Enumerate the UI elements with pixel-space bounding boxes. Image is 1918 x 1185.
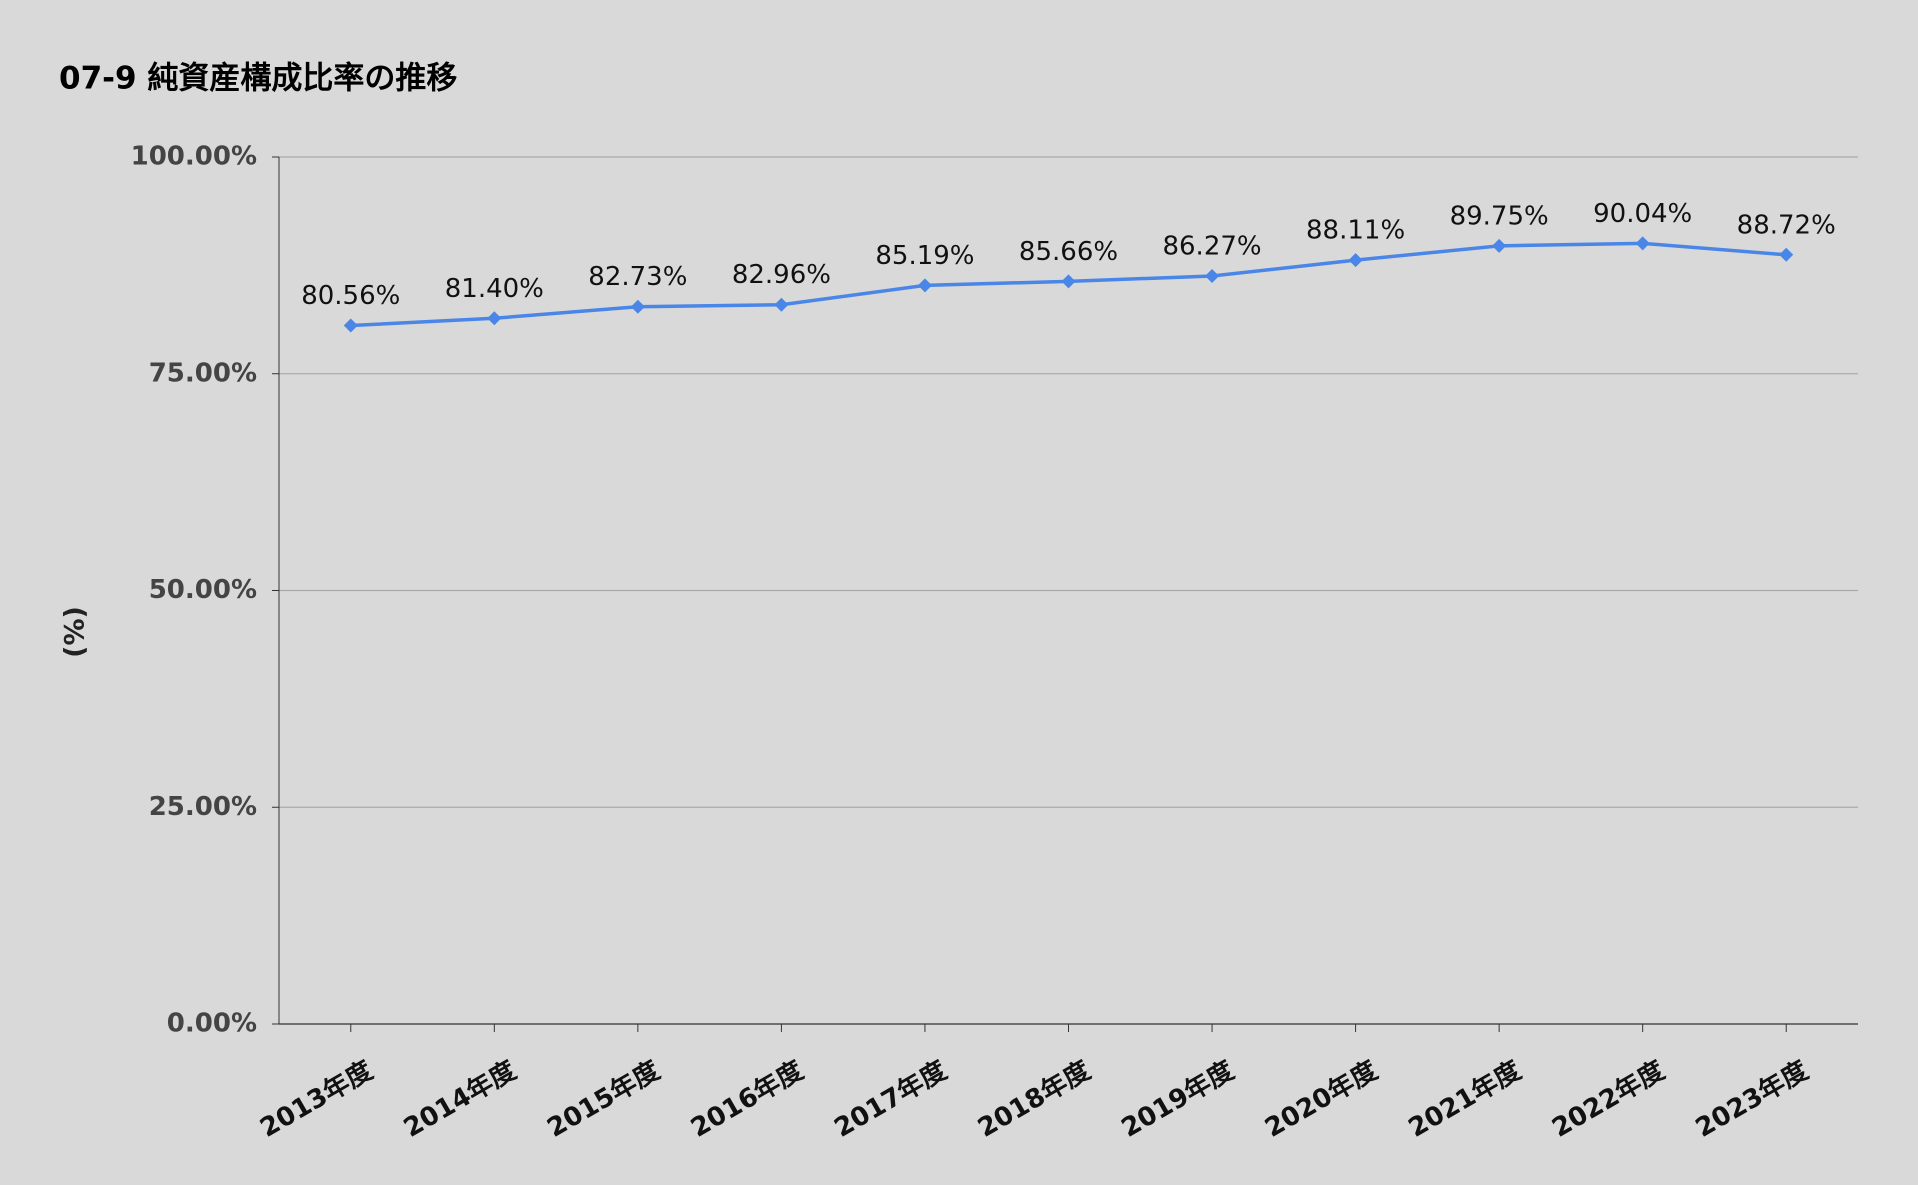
data-label: 89.75% (1450, 201, 1549, 231)
data-point (630, 299, 645, 314)
data-point (1348, 253, 1363, 268)
data-label: 90.04% (1593, 199, 1692, 229)
y-tick-label: 100.00% (131, 142, 257, 172)
data-point (774, 297, 789, 312)
y-tick-label: 75.00% (149, 358, 257, 388)
data-label: 85.66% (1019, 237, 1118, 267)
data-label: 82.96% (732, 260, 831, 290)
data-label: 82.73% (588, 262, 687, 292)
data-label: 88.72% (1737, 210, 1836, 240)
y-tick-label: 0.00% (167, 1009, 257, 1039)
y-tick-label: 25.00% (149, 792, 257, 822)
y-tick-label: 50.00% (149, 575, 257, 605)
data-point (1061, 274, 1076, 289)
data-label: 88.11% (1306, 216, 1405, 246)
chart-title: 07-9 純資産構成比率の推移 (59, 61, 457, 97)
data-label: 81.40% (445, 274, 544, 304)
data-label: 80.56% (301, 281, 400, 311)
data-point (917, 278, 932, 293)
data-label: 86.27% (1162, 232, 1261, 262)
data-point (343, 318, 358, 333)
data-point (1635, 236, 1650, 251)
y-axis-label: (%) (60, 606, 91, 658)
data-label: 85.19% (875, 241, 974, 271)
data-point (1205, 269, 1220, 284)
data-point (1492, 238, 1507, 253)
data-point (1779, 247, 1794, 262)
data-point (487, 311, 502, 326)
